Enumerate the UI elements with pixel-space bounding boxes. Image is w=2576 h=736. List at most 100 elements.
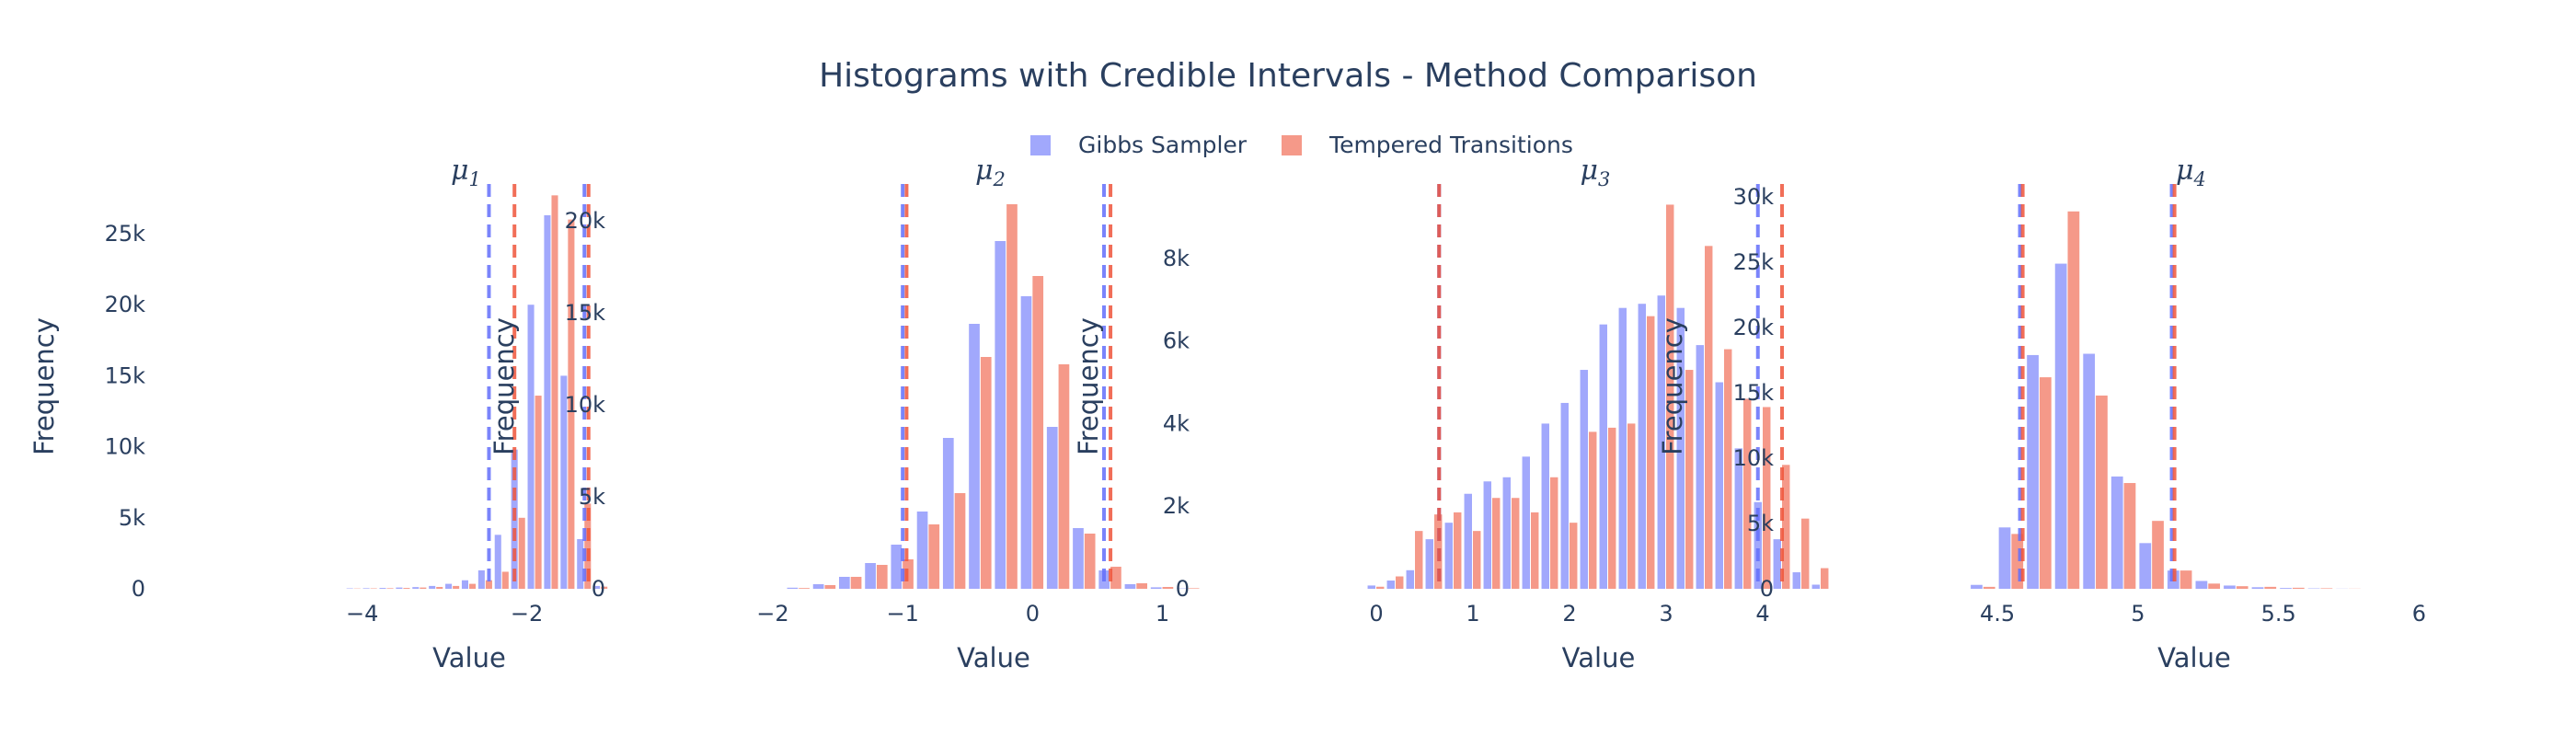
histogram-bar[interactable] <box>1136 583 1147 589</box>
histogram-bar[interactable] <box>527 305 535 589</box>
histogram-bar[interactable] <box>1162 587 1174 589</box>
histogram-bar[interactable] <box>1580 370 1588 589</box>
histogram-bar[interactable] <box>824 585 836 589</box>
histogram-bar[interactable] <box>412 587 420 589</box>
histogram-bar[interactable] <box>1657 295 1665 589</box>
histogram-bar[interactable] <box>1376 586 1385 589</box>
histogram-bar[interactable] <box>1415 531 1423 589</box>
histogram-bar[interactable] <box>2110 476 2123 589</box>
histogram-bar[interactable] <box>1754 501 1762 589</box>
histogram-bar[interactable] <box>2320 588 2333 589</box>
histogram-bar[interactable] <box>560 375 568 589</box>
histogram-bar[interactable] <box>469 583 477 589</box>
histogram-bar[interactable] <box>2251 587 2264 589</box>
histogram-bar[interactable] <box>2054 263 2067 589</box>
histogram-bar[interactable] <box>584 503 592 589</box>
histogram-bar[interactable] <box>1483 481 1491 589</box>
histogram-bar[interactable] <box>429 585 436 589</box>
histogram-bar[interactable] <box>461 580 468 589</box>
histogram-bar[interactable] <box>787 587 799 589</box>
histogram-bar[interactable] <box>891 545 903 589</box>
histogram-bar[interactable] <box>2179 570 2192 589</box>
histogram-bar[interactable] <box>916 512 928 589</box>
histogram-bar[interactable] <box>2224 585 2236 589</box>
histogram-bar[interactable] <box>1608 427 1616 589</box>
histogram-bar[interactable] <box>1801 518 1810 589</box>
histogram-bar[interactable] <box>995 241 1006 589</box>
histogram-bar[interactable] <box>1188 588 1200 589</box>
histogram-bar[interactable] <box>1560 402 1569 589</box>
histogram-bar[interactable] <box>2264 586 2277 589</box>
histogram-bar[interactable] <box>876 565 888 589</box>
histogram-bar[interactable] <box>1983 586 1995 589</box>
histogram-bar[interactable] <box>2195 581 2208 589</box>
histogram-bar[interactable] <box>1773 539 1781 589</box>
histogram-bar[interactable] <box>812 584 824 589</box>
histogram-bar[interactable] <box>1743 398 1752 589</box>
histogram-bar[interactable] <box>1638 304 1646 589</box>
histogram-bar[interactable] <box>1541 423 1549 589</box>
histogram-bar[interactable] <box>928 524 940 589</box>
histogram-bar[interactable] <box>1589 431 1597 589</box>
histogram-bar[interactable] <box>2123 483 2136 589</box>
histogram-bar[interactable] <box>1599 324 1607 589</box>
histogram-bar[interactable] <box>1396 576 1404 589</box>
histogram-bar[interactable] <box>518 517 525 589</box>
histogram-bar[interactable] <box>1110 567 1121 589</box>
histogram-bar[interactable] <box>2236 586 2248 589</box>
histogram-bar[interactable] <box>1386 581 1395 589</box>
histogram-bar[interactable] <box>1821 568 1829 589</box>
histogram-bar[interactable] <box>1046 427 1058 589</box>
histogram-bar[interactable] <box>1464 493 1472 589</box>
histogram-bar[interactable] <box>1685 370 1694 589</box>
histogram-bar[interactable] <box>386 588 394 589</box>
histogram-bar[interactable] <box>1425 539 1433 589</box>
histogram-bar[interactable] <box>577 538 584 589</box>
histogram-bar[interactable] <box>1512 498 1520 589</box>
histogram-bar[interactable] <box>1618 307 1627 589</box>
histogram-bar[interactable] <box>485 580 492 589</box>
histogram-bar[interactable] <box>477 569 485 589</box>
histogram-bar[interactable] <box>1454 512 1462 589</box>
histogram-bar[interactable] <box>1473 531 1481 589</box>
histogram-bar[interactable] <box>2096 395 2108 589</box>
histogram-bar[interactable] <box>1570 523 1578 589</box>
histogram-bar[interactable] <box>396 587 403 589</box>
histogram-bar[interactable] <box>1696 345 1704 589</box>
histogram-bar[interactable] <box>1150 587 1162 589</box>
histogram-bar[interactable] <box>1550 477 1558 589</box>
histogram-bar[interactable] <box>1971 584 1983 589</box>
histogram-bar[interactable] <box>535 396 542 589</box>
histogram-bar[interactable] <box>1715 382 1723 589</box>
histogram-bar[interactable] <box>2280 588 2292 589</box>
histogram-bar[interactable] <box>420 587 427 589</box>
histogram-bar[interactable] <box>1724 349 1732 589</box>
histogram-bar[interactable] <box>954 493 966 589</box>
histogram-bar[interactable] <box>1811 584 1820 589</box>
histogram-bar[interactable] <box>2208 583 2221 589</box>
histogram-bar[interactable] <box>1763 407 1771 589</box>
histogram-bar[interactable] <box>494 535 501 589</box>
histogram-bar[interactable] <box>601 586 608 589</box>
histogram-bar[interactable] <box>1522 456 1530 589</box>
histogram-bar[interactable] <box>1444 523 1453 589</box>
histogram-bar[interactable] <box>1492 498 1501 589</box>
histogram-bar[interactable] <box>1124 584 1136 589</box>
histogram-bar[interactable] <box>1705 246 1713 589</box>
histogram-bar[interactable] <box>2039 377 2052 589</box>
histogram-bar[interactable] <box>501 571 509 589</box>
histogram-bar[interactable] <box>1058 364 1070 589</box>
histogram-bar[interactable] <box>1666 204 1674 589</box>
histogram-bar[interactable] <box>850 577 862 589</box>
histogram-bar[interactable] <box>445 583 453 589</box>
histogram-bar[interactable] <box>1006 204 1018 589</box>
histogram-bar[interactable] <box>865 563 876 589</box>
histogram-bar[interactable] <box>1367 585 1375 589</box>
histogram-bar[interactable] <box>2139 543 2152 589</box>
histogram-bar[interactable] <box>2292 587 2305 589</box>
histogram-bar[interactable] <box>1734 448 1742 589</box>
histogram-bar[interactable] <box>980 357 992 589</box>
histogram-bar[interactable] <box>969 324 980 589</box>
legend-item-tempered[interactable]: Tempered Transitions <box>1282 132 1573 158</box>
histogram-bar[interactable] <box>799 588 810 589</box>
